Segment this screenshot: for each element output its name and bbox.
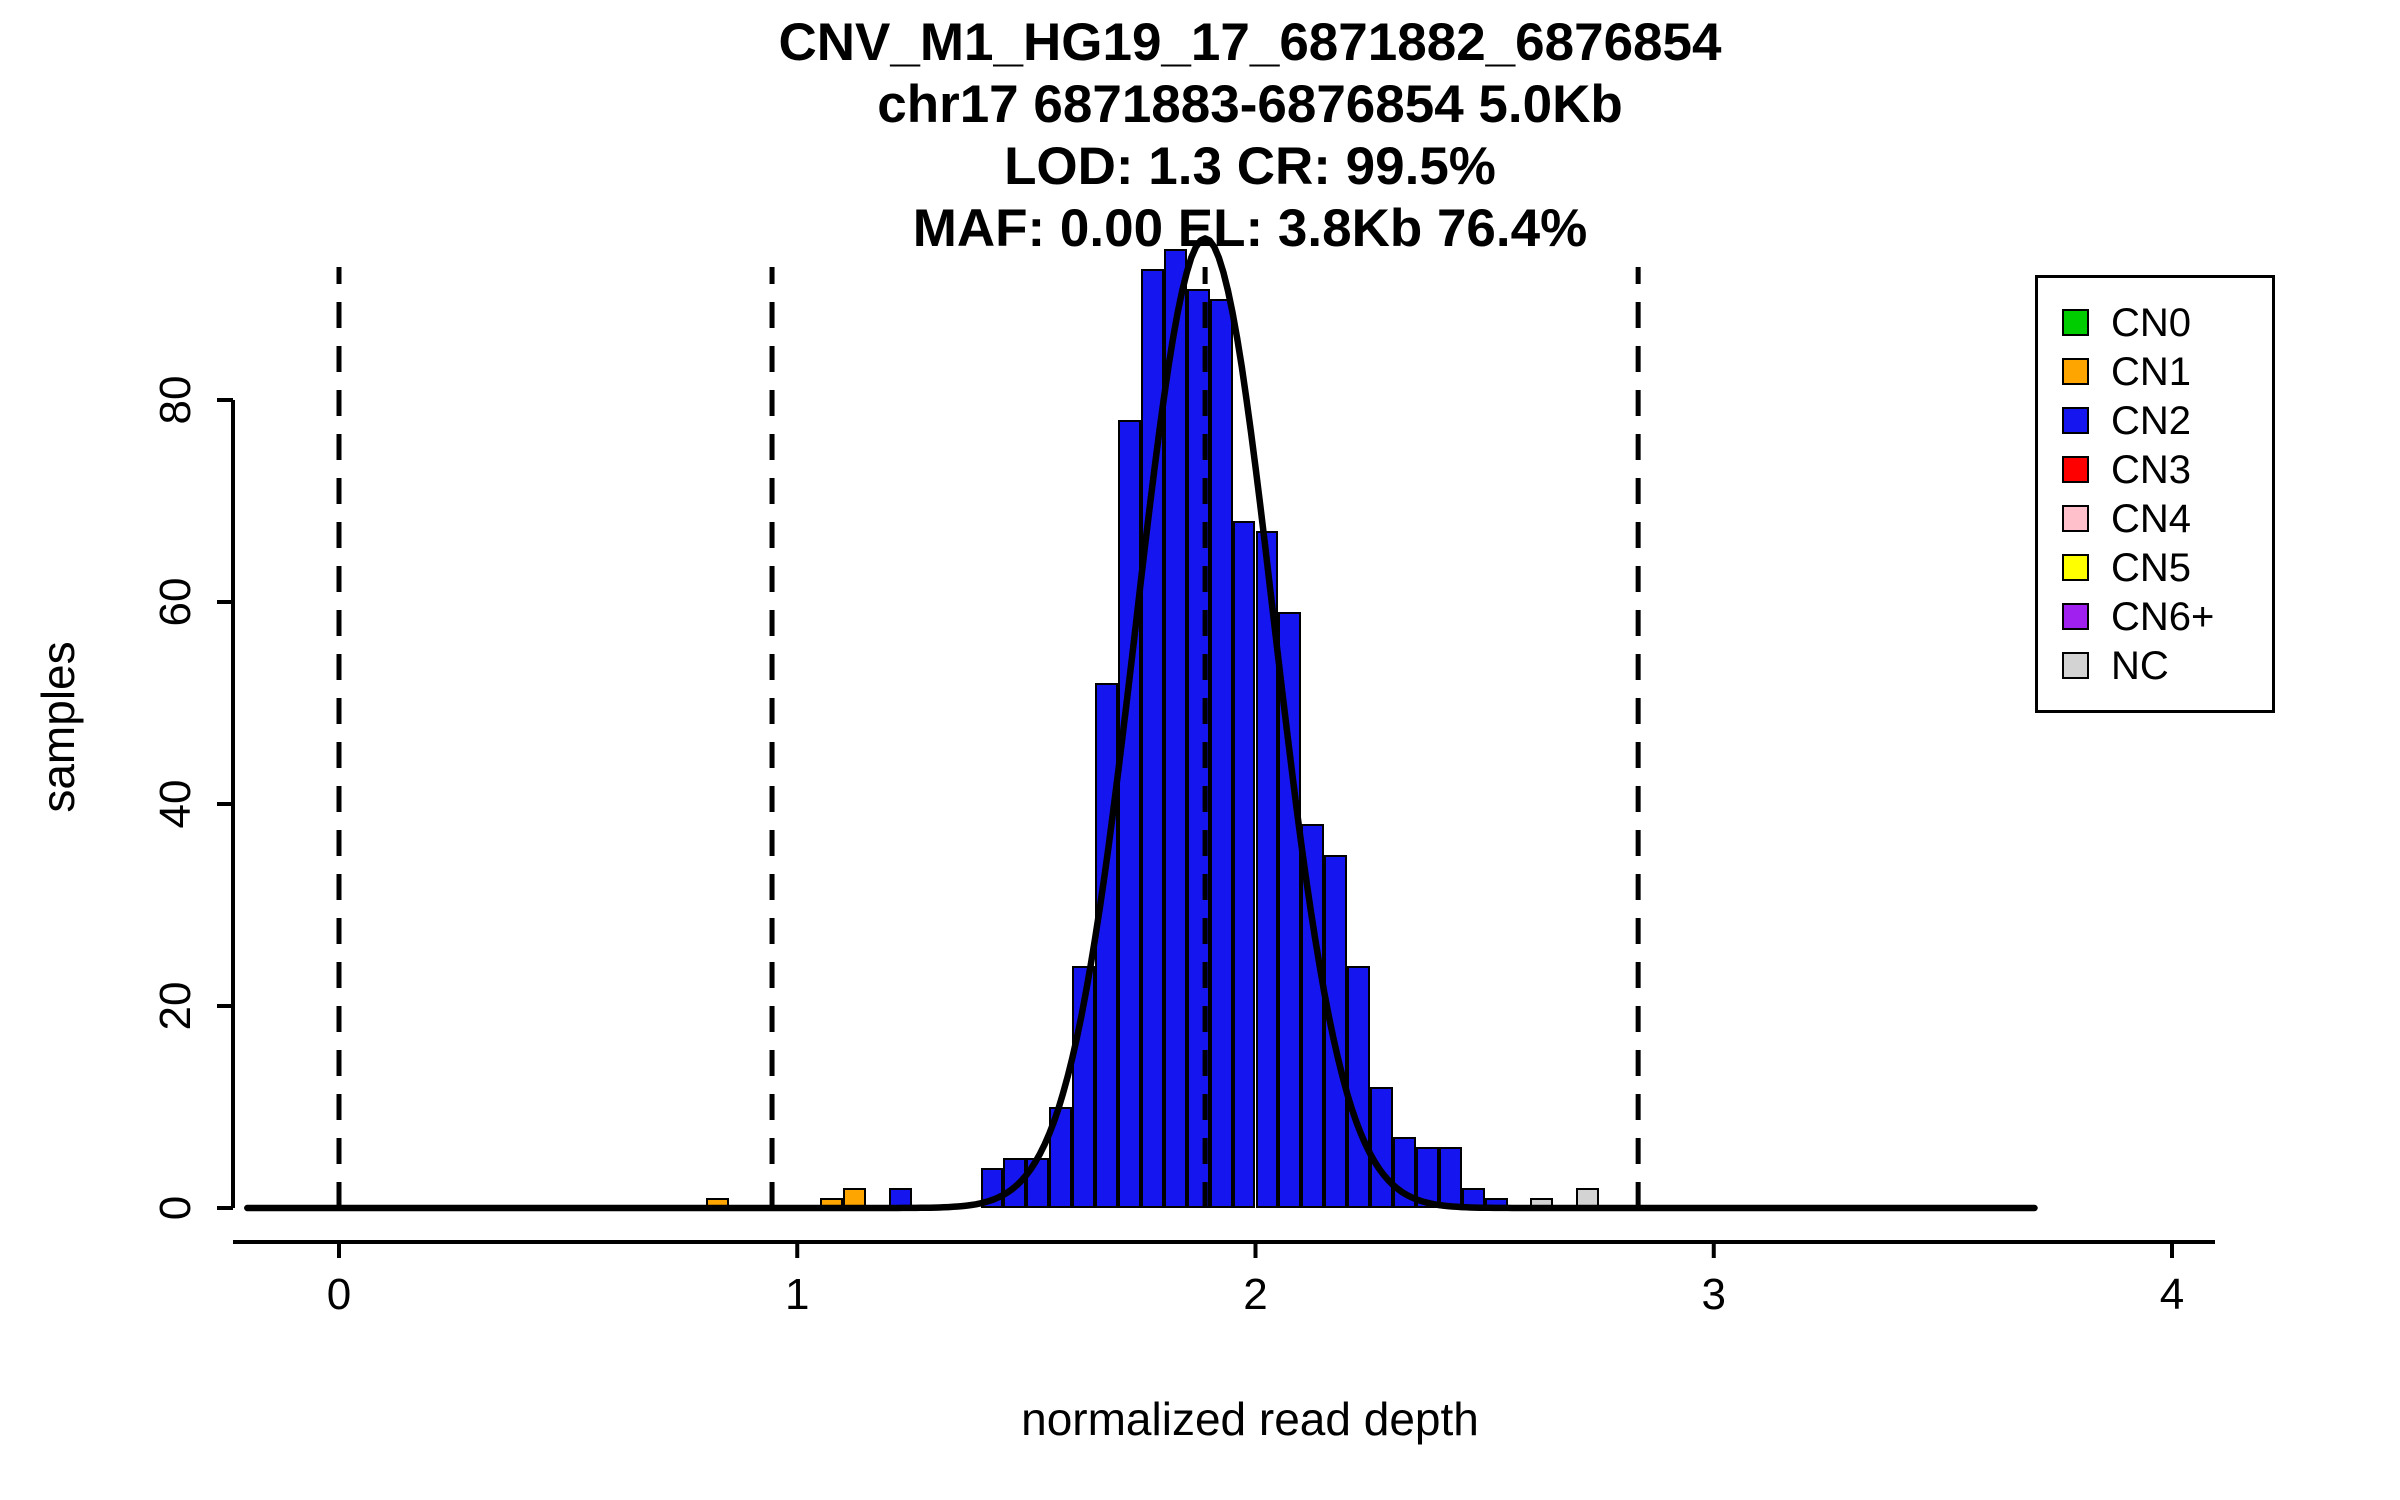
chart-title-line-1: CNV_M1_HG19_17_6871882_6876854 xyxy=(778,13,1722,72)
density-curve xyxy=(244,235,2038,1212)
chart-title-line-3: LOD: 1.3 CR: 99.5% xyxy=(1004,137,1496,196)
legend-item-cn6: CN6+ xyxy=(2038,592,2272,641)
y-tick-label: 20 xyxy=(151,981,200,1031)
histogram-bar-cn2 xyxy=(1140,268,1164,1208)
legend-swatch-icon xyxy=(2062,407,2089,434)
legend-item-cn2: CN2 xyxy=(2038,396,2272,445)
x-tick-label: 1 xyxy=(785,1270,810,1319)
y-axis-label: samples xyxy=(32,641,84,813)
chart-title-block: CNV_M1_HG19_17_6871882_6876854 chr17 687… xyxy=(150,12,2350,260)
legend-label: CN0 xyxy=(2111,300,2192,345)
y-tick-label: 0 xyxy=(151,1195,200,1221)
x-tick-label: 2 xyxy=(1243,1270,1268,1319)
histogram-bar-cn2 xyxy=(1232,521,1256,1208)
legend-item-cn5: CN5 xyxy=(2038,543,2272,592)
histogram-bar-cn2 xyxy=(1255,531,1279,1208)
y-tick-label: 60 xyxy=(151,577,200,627)
legend-swatch-icon xyxy=(2062,603,2089,630)
legend-label: CN3 xyxy=(2111,447,2192,492)
legend-swatch-icon xyxy=(2062,358,2089,385)
y-tick-label: 40 xyxy=(151,779,200,829)
legend-label: CN2 xyxy=(2111,398,2192,443)
legend-label: CN1 xyxy=(2111,349,2192,394)
histogram-bar-cn2 xyxy=(1415,1147,1439,1208)
legend-item-cn1: CN1 xyxy=(2038,347,2272,396)
legend-label: CN5 xyxy=(2111,545,2192,590)
histogram-bar-cn2 xyxy=(1163,248,1187,1208)
histogram-bar-cn2 xyxy=(1278,612,1302,1208)
legend-label: NC xyxy=(2111,643,2169,688)
histogram-bar-cn2 xyxy=(1301,824,1325,1208)
x-tick-label: 0 xyxy=(326,1270,352,1319)
chart-title-line-2: chr17 6871883-6876854 5.0Kb xyxy=(877,75,1623,134)
histogram-bar-cn2 xyxy=(1209,299,1233,1208)
histogram-bar-cn2 xyxy=(1324,854,1348,1208)
x-tick-label: 3 xyxy=(1701,1270,1726,1319)
legend-item-cn3: CN3 xyxy=(2038,445,2272,494)
y-tick-label: 80 xyxy=(151,375,200,425)
x-tick-label: 4 xyxy=(2159,1270,2185,1319)
legend-item-cn0: CN0 xyxy=(2038,298,2272,347)
legend-label: CN4 xyxy=(2111,496,2192,541)
legend-item-nc: NC xyxy=(2038,641,2272,690)
chart-title-line-4: MAF: 0.00 EL: 3.8Kb 76.4% xyxy=(912,199,1588,258)
legend-item-cn4: CN4 xyxy=(2038,494,2272,543)
legend-swatch-icon xyxy=(2062,554,2089,581)
legend-box: CN0 CN1 CN2 CN3 CN4 CN5 CN6+ NC xyxy=(2035,275,2275,713)
x-axis-label: normalized read depth xyxy=(1021,1393,1479,1445)
legend-swatch-icon xyxy=(2062,652,2089,679)
legend-label: CN6+ xyxy=(2111,594,2215,639)
legend-swatch-icon xyxy=(2062,505,2089,532)
legend-swatch-icon xyxy=(2062,456,2089,483)
legend-swatch-icon xyxy=(2062,309,2089,336)
